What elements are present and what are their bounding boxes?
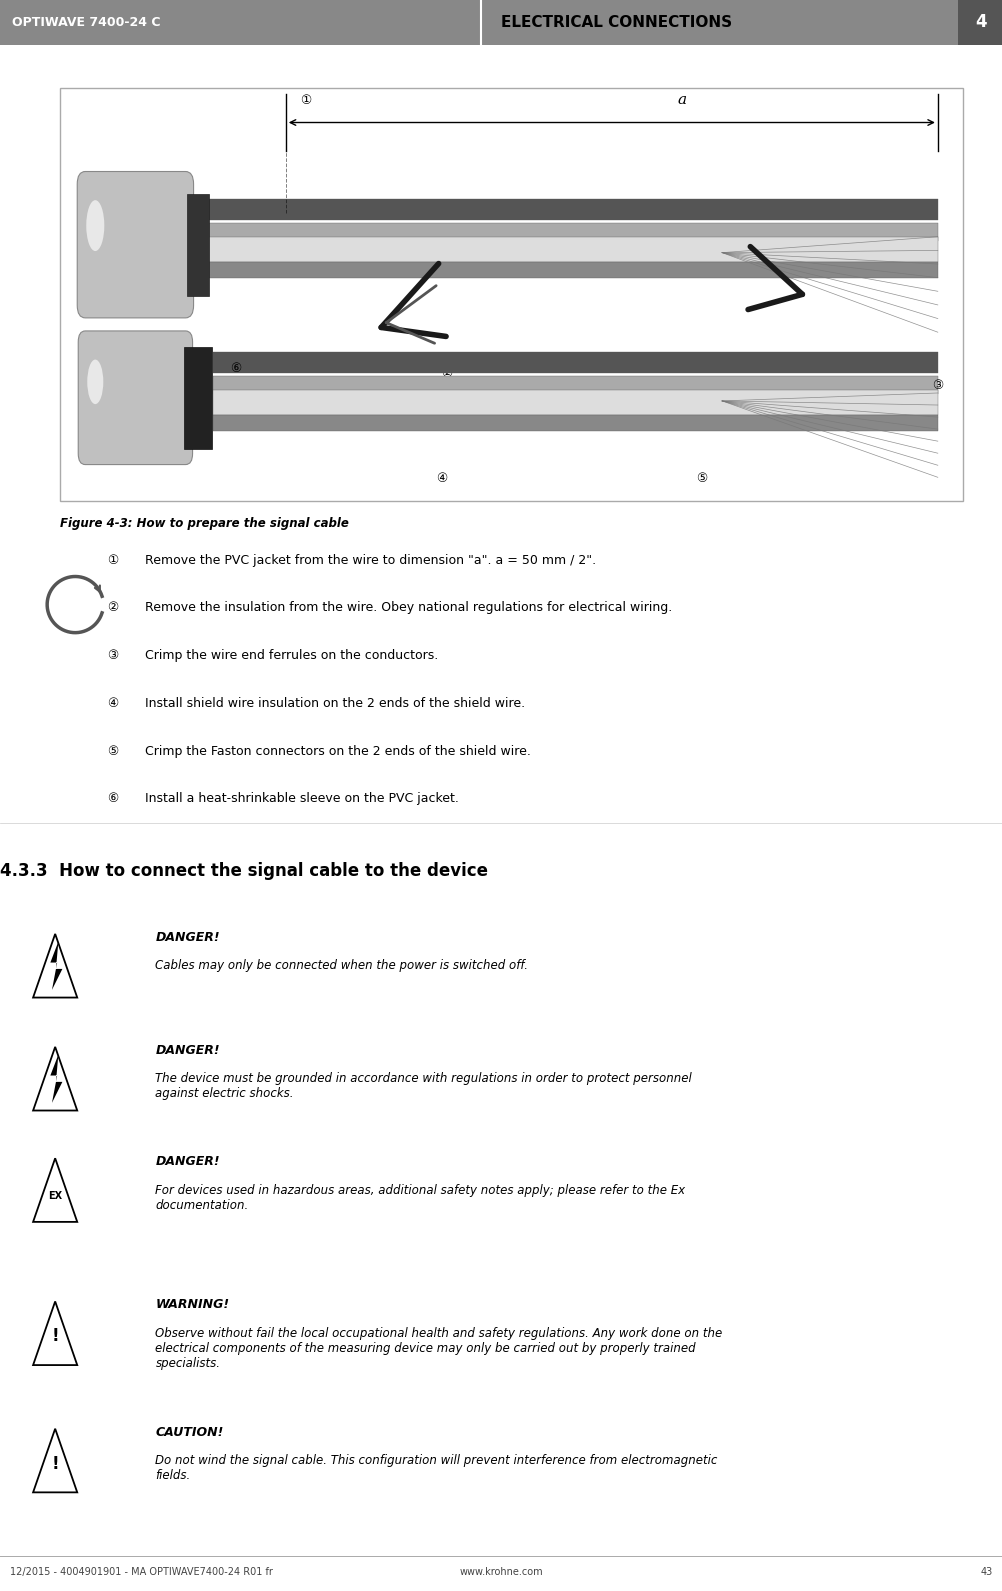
Text: Figure 4-3: How to prepare the signal cable: Figure 4-3: How to prepare the signal ca… (60, 517, 349, 530)
Text: ⑤: ⑤ (107, 745, 118, 757)
Text: 12/2015 - 4004901901 - MA OPTIWAVE7400-24 R01 fr: 12/2015 - 4004901901 - MA OPTIWAVE7400-2… (10, 1567, 273, 1577)
Text: ③: ③ (931, 379, 943, 391)
Bar (208, 263, 937, 278)
Polygon shape (33, 1047, 77, 1111)
Text: ①: ① (107, 554, 118, 566)
Bar (212, 415, 937, 431)
Ellipse shape (86, 200, 104, 251)
Bar (183, 347, 211, 449)
Text: ②: ② (440, 368, 452, 380)
Text: DANGER!: DANGER! (155, 931, 219, 943)
Text: !: ! (51, 1327, 59, 1346)
Polygon shape (33, 934, 77, 998)
Text: ④: ④ (435, 473, 447, 485)
Bar (212, 390, 937, 415)
Text: WARNING!: WARNING! (155, 1298, 229, 1311)
Bar (208, 199, 937, 220)
Text: 43: 43 (980, 1567, 992, 1577)
Bar (0, 0, 1002, 45)
Text: ⑥: ⑥ (229, 363, 241, 375)
Text: Do not wind the signal cable. This configuration will prevent interference from : Do not wind the signal cable. This confi… (155, 1454, 717, 1483)
FancyBboxPatch shape (78, 331, 192, 465)
Polygon shape (33, 1429, 77, 1492)
Bar (208, 223, 937, 240)
Text: www.krohne.com: www.krohne.com (459, 1567, 543, 1577)
Text: ④: ④ (107, 697, 118, 710)
Text: 4: 4 (974, 13, 986, 32)
Text: CAUTION!: CAUTION! (155, 1426, 223, 1438)
Text: EX: EX (48, 1192, 62, 1201)
Text: ①: ① (300, 94, 312, 107)
Ellipse shape (87, 360, 103, 404)
Bar (212, 352, 937, 372)
Bar (208, 237, 937, 263)
Text: DANGER!: DANGER! (155, 1155, 219, 1168)
Text: OPTIWAVE 7400-24 C: OPTIWAVE 7400-24 C (12, 16, 160, 29)
Text: Crimp the Faston connectors on the 2 ends of the shield wire.: Crimp the Faston connectors on the 2 end… (145, 745, 531, 757)
Text: ②: ② (107, 601, 118, 614)
Text: ⑥: ⑥ (107, 792, 118, 805)
Text: Remove the insulation from the wire. Obey national regulations for electrical wi: Remove the insulation from the wire. Obe… (145, 601, 672, 614)
Text: ELECTRICAL CONNECTIONS: ELECTRICAL CONNECTIONS (501, 14, 731, 30)
Text: Install shield wire insulation on the 2 ends of the shield wire.: Install shield wire insulation on the 2 … (145, 697, 525, 710)
Text: 4.3.3  How to connect the signal cable to the device: 4.3.3 How to connect the signal cable to… (0, 862, 488, 880)
Text: Remove the PVC jacket from the wire to dimension "a". a = 50 mm / 2".: Remove the PVC jacket from the wire to d… (145, 554, 596, 566)
Text: The device must be grounded in accordance with regulations in order to protect p: The device must be grounded in accordanc… (155, 1072, 691, 1101)
Text: ③: ③ (107, 649, 118, 662)
Text: ⑤: ⑤ (695, 473, 707, 485)
Text: Install a heat-shrinkable sleeve on the PVC jacket.: Install a heat-shrinkable sleeve on the … (145, 792, 459, 805)
Bar (212, 375, 937, 393)
Bar (186, 194, 208, 296)
Polygon shape (33, 1158, 77, 1222)
Text: Cables may only be connected when the power is switched off.: Cables may only be connected when the po… (155, 959, 528, 972)
Text: Observe without fail the local occupational health and safety regulations. Any w: Observe without fail the local occupatio… (155, 1327, 722, 1370)
Text: Crimp the wire end ferrules on the conductors.: Crimp the wire end ferrules on the condu… (145, 649, 438, 662)
Text: a: a (676, 92, 686, 107)
Polygon shape (50, 1055, 62, 1103)
Bar (60, 88, 962, 501)
Text: For devices used in hazardous areas, additional safety notes apply; please refer: For devices used in hazardous areas, add… (155, 1184, 685, 1212)
Bar (957, 0, 1002, 45)
Text: !: ! (51, 1454, 59, 1473)
Polygon shape (33, 1301, 77, 1365)
Text: DANGER!: DANGER! (155, 1044, 219, 1056)
Polygon shape (50, 942, 62, 990)
FancyBboxPatch shape (77, 172, 193, 318)
